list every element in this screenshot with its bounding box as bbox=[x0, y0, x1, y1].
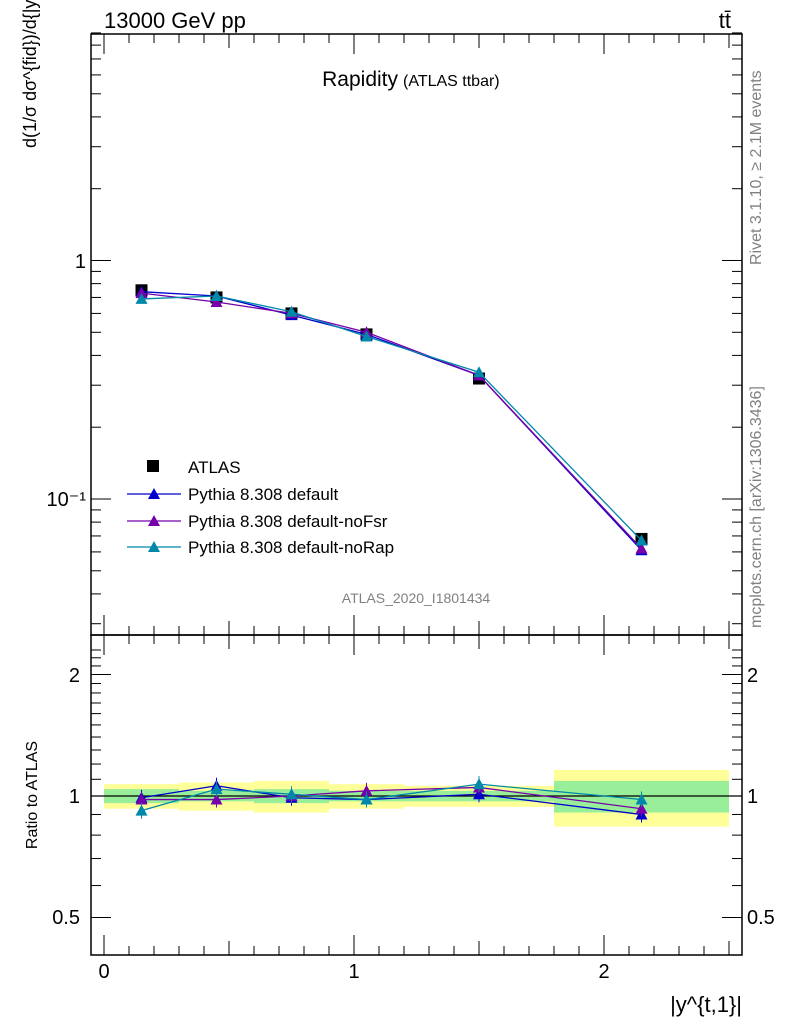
ratio-ylabel: Ratio to ATLAS bbox=[24, 741, 41, 849]
ratio-ytick-label-2: 2 bbox=[69, 665, 80, 687]
ratio-series-line bbox=[141, 783, 642, 812]
header-right: tt̄ bbox=[719, 8, 731, 33]
plot-layer bbox=[90, 32, 743, 956]
ratio-point bbox=[210, 783, 223, 795]
ratio-point bbox=[210, 793, 223, 805]
ratio-ytick-label-right-0.5: 0.5 bbox=[747, 907, 775, 929]
legend-marker-nofsr bbox=[148, 515, 160, 526]
ratio-point bbox=[360, 793, 373, 805]
ratio-point bbox=[135, 804, 148, 816]
data-point-mc bbox=[285, 305, 298, 317]
legend-label-nofsr: Pythia 8.308 default-noFsr bbox=[188, 512, 388, 531]
header-left: 13000 GeV pp bbox=[104, 8, 246, 33]
legend: ATLAS Pythia 8.308 default Pythia 8.308 … bbox=[127, 458, 394, 557]
plot-subtitle: (ATLAS ttbar) bbox=[403, 73, 500, 90]
data-point-mc bbox=[135, 287, 148, 299]
data-point-mc bbox=[360, 330, 373, 342]
series-line bbox=[141, 295, 642, 541]
ratio-point bbox=[635, 793, 648, 805]
legend-label-norap: Pythia 8.308 default-noRap bbox=[188, 538, 394, 557]
rivet-label: Rivet 3.1.10, ≥ 2.1M events bbox=[748, 70, 765, 265]
legend-marker-norap bbox=[148, 541, 160, 552]
legend-label-atlas: ATLAS bbox=[188, 458, 241, 477]
ratio-point bbox=[635, 802, 648, 814]
x-axis-label: |y^{t,1}| bbox=[670, 992, 742, 1017]
data-point-mc bbox=[210, 289, 223, 301]
ratio-point bbox=[473, 778, 485, 790]
data-point-mc bbox=[635, 542, 648, 554]
series-line bbox=[141, 292, 642, 549]
mcplots-label: mcplots.cern.ch [arXiv:1306.3436] bbox=[748, 386, 765, 628]
ratio-point bbox=[360, 784, 373, 796]
main-ytick-label-1: 1 bbox=[75, 251, 86, 273]
ratio-ytick-label-right-2: 2 bbox=[747, 665, 758, 687]
main-ylabel: d(1/σ dσ^{fid})/d{|y^{t,1}|} bbox=[20, 0, 40, 148]
ratio-series-line bbox=[141, 785, 642, 816]
xtick-label-1: 1 bbox=[348, 961, 359, 983]
xtick-label-0: 0 bbox=[98, 961, 109, 983]
ratio-point bbox=[135, 793, 148, 805]
ratio-point bbox=[285, 788, 298, 800]
xtick-label-2: 2 bbox=[598, 961, 609, 983]
plot-title: Rapidity bbox=[322, 68, 398, 91]
ratio-ytick-label-0.5: 0.5 bbox=[52, 907, 80, 929]
analysis-watermark: ATLAS_2020_I1801434 bbox=[342, 590, 491, 606]
ratio-frame bbox=[90, 634, 743, 956]
legend-marker-atlas bbox=[147, 460, 159, 472]
main-ylabel-text: d(1/σ dσ^{fid})/d{|y^{t,1}|} bbox=[20, 0, 40, 148]
ratio-ytick-label-1: 1 bbox=[69, 786, 80, 808]
ratio-series-line bbox=[141, 786, 642, 810]
ratio-ytick-label-right-1: 1 bbox=[747, 786, 758, 808]
legend-marker-default bbox=[148, 488, 160, 499]
data-point-mc bbox=[635, 534, 648, 546]
data-point-mc bbox=[210, 295, 223, 307]
main-ytick-label-0.1: 10⁻¹ bbox=[47, 489, 87, 511]
data-point-mc bbox=[473, 366, 485, 378]
data-point-mc bbox=[135, 292, 148, 304]
legend-label-default: Pythia 8.308 default bbox=[188, 485, 339, 504]
